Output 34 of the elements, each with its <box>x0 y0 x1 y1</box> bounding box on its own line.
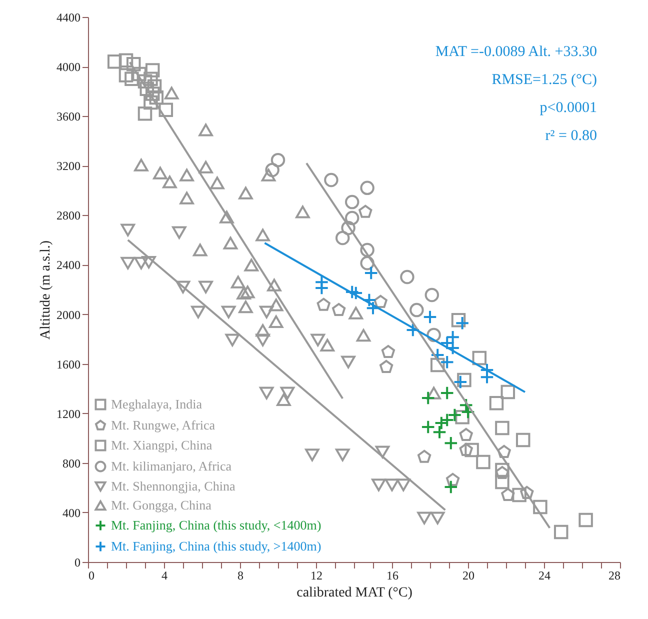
x-tick-label: 0 <box>88 568 94 582</box>
annotation: p<0.0001 <box>540 100 597 116</box>
x-tick-label: 12 <box>310 568 322 582</box>
y-tick-label: 800 <box>62 456 80 470</box>
x-tick-label: 16 <box>386 568 398 582</box>
y-tick-label: 4400 <box>56 10 80 24</box>
annotation: MAT =-0.0089 Alt. +33.30 <box>435 44 597 60</box>
legend-label: Mt. Rungwe, Africa <box>111 418 216 432</box>
y-tick-label: 4000 <box>56 60 80 74</box>
legend-label: Mt. Shennongjia, China <box>111 478 236 494</box>
y-axis-title: Altitude (m a.s.l.) <box>38 240 54 340</box>
y-tick-label: 400 <box>62 506 80 520</box>
annotation: RMSE=1.25 (°C) <box>492 72 597 88</box>
legend-label: Mt. Fanjing, China (this study, <1400m) <box>111 518 322 532</box>
x-tick-label: 24 <box>538 568 550 582</box>
y-tick-label: 0 <box>74 556 80 570</box>
legend-label: Meghalaya, India <box>111 396 202 412</box>
legend-label: Mt. Fanjing, China (this study, >1400m) <box>111 538 322 554</box>
y-tick-label: 3200 <box>56 159 80 174</box>
legend-label: Mt. Gongga, China <box>111 498 212 512</box>
y-tick-label: 3600 <box>56 110 80 124</box>
legend-label: Mt. kilimanjaro, Africa <box>111 458 232 474</box>
y-tick-label: 1200 <box>56 406 80 421</box>
annotation: r² = 0.80 <box>545 128 597 144</box>
x-tick-label: 4 <box>162 568 168 582</box>
x-tick-label: 8 <box>238 568 244 582</box>
y-tick-label: 1600 <box>56 357 80 372</box>
x-tick-label: 20 <box>462 568 474 582</box>
y-tick-label: 2400 <box>56 258 80 272</box>
x-axis-title: calibrated MAT (°C) <box>296 586 413 600</box>
x-tick-label: 28 <box>608 568 620 582</box>
y-tick-label: 2800 <box>56 208 80 223</box>
legend-label: Mt. Xiangpi, China <box>111 438 212 452</box>
y-tick-label: 2000 <box>56 308 80 322</box>
